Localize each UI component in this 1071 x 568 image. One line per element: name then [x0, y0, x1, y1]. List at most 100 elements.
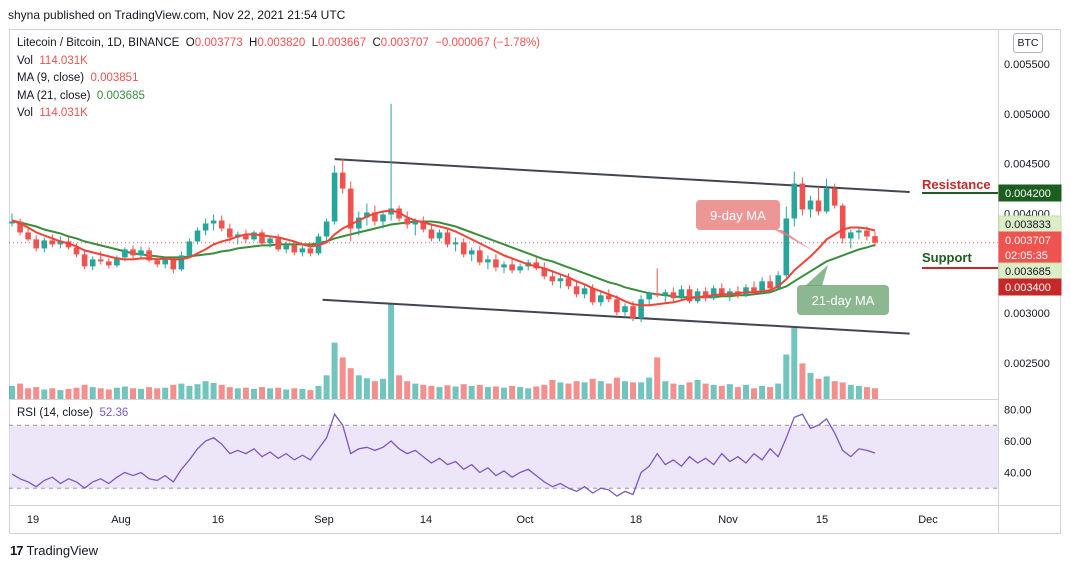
candle-body	[114, 257, 120, 266]
ma21-row: MA (21, close) 0.003685	[17, 88, 540, 106]
volume-bar	[726, 384, 733, 399]
main-legend: Litecoin / Bitcoin, 1D, BINANCE O0.00377…	[17, 35, 540, 123]
time-tick-label: 18	[630, 514, 642, 526]
volume-row-2: Vol 114.031K	[17, 105, 540, 123]
ma9-value: 0.003851	[90, 72, 139, 84]
pane-separator[interactable]	[9, 399, 998, 400]
volume-bar	[323, 375, 330, 400]
volume-bar	[460, 384, 467, 399]
candle-body	[347, 188, 354, 229]
volume-bar	[17, 383, 24, 399]
candle-body	[468, 250, 475, 255]
volume-bar	[662, 381, 669, 399]
volume-bar	[347, 368, 354, 399]
rsi-tick-label: 40.00	[1004, 467, 1032, 479]
currency-badge[interactable]: BTC	[1013, 33, 1043, 53]
footer-brand[interactable]: TradingView	[26, 543, 99, 558]
volume-bar	[581, 382, 588, 399]
rsi-label: RSI (14, close)	[17, 407, 94, 419]
candle-body	[420, 221, 427, 230]
close-value: 0.003707	[380, 37, 429, 49]
volume-bar	[57, 390, 64, 399]
volume-bar	[73, 387, 80, 399]
high-label: H	[249, 37, 258, 49]
candle-body	[517, 266, 523, 271]
volume-bar	[541, 384, 548, 400]
candle-body	[719, 288, 725, 296]
candle-body	[856, 230, 862, 233]
time-tick-label: 15	[816, 514, 828, 526]
upper-channel-line	[334, 158, 910, 194]
time-tick-label: Dec	[918, 514, 938, 526]
candle-body	[138, 250, 144, 256]
volume-bar	[622, 381, 628, 399]
candle-body	[767, 281, 773, 289]
volume-bar	[646, 377, 653, 399]
volume-bar	[767, 387, 774, 399]
ma21-line	[11, 219, 876, 299]
candle-body	[97, 259, 104, 262]
volume-bar	[242, 387, 249, 399]
tradingview-logo-icon: 17	[10, 543, 24, 558]
high-value: 0.003820	[257, 37, 306, 49]
candle-body	[444, 232, 451, 245]
volume-bar	[251, 388, 257, 399]
candle-body	[815, 200, 822, 212]
volume-bar	[565, 383, 572, 399]
candle-body	[251, 232, 257, 240]
candle-body	[89, 259, 96, 267]
volume-bar	[694, 380, 701, 399]
rsi-tick-label: 60.00	[1004, 436, 1032, 448]
volume-bar	[799, 363, 806, 399]
candle-body	[154, 260, 160, 265]
volume-bar	[113, 387, 120, 399]
candle-body	[33, 239, 39, 249]
candle-body	[872, 236, 878, 243]
candle-body	[573, 286, 580, 295]
volume-bar	[331, 342, 338, 399]
low-label: L	[311, 37, 319, 49]
volume-bar	[105, 389, 112, 399]
candle-body	[759, 281, 765, 293]
volume-bar	[65, 388, 72, 399]
resistance-label: Resistance	[922, 177, 991, 192]
candle-body	[331, 172, 338, 222]
ma9-callout-pointer	[775, 230, 812, 250]
candle-body	[775, 275, 781, 289]
support-price-badge-box	[998, 278, 1062, 296]
time-tick-label: Nov	[718, 514, 738, 526]
volume-bar	[138, 388, 144, 399]
candle-body	[614, 299, 620, 313]
volume-bar	[194, 384, 201, 399]
candle-body	[654, 293, 660, 296]
time-tick-label: 14	[420, 514, 432, 526]
volume-bar	[630, 382, 636, 399]
candle-body	[106, 261, 112, 266]
candle-body	[638, 299, 644, 319]
candle-body	[751, 287, 757, 293]
rsi-tick-label: 80.00	[1004, 404, 1032, 416]
candle-body	[41, 240, 48, 249]
resistance-price-badge: 0.004200	[1005, 188, 1051, 200]
price-tick-label: 0.002500	[1004, 358, 1050, 370]
volume-bar	[388, 304, 395, 399]
candle-body	[791, 183, 798, 219]
volume-bar	[589, 378, 596, 399]
candle-body	[275, 238, 281, 250]
volume-bar	[783, 354, 790, 399]
volume-bar	[396, 375, 403, 400]
candle-body	[412, 221, 419, 225]
candle-body	[17, 221, 23, 233]
candle-body	[73, 247, 80, 255]
volume-bar	[81, 384, 88, 400]
candle-body	[452, 242, 459, 245]
ma9-callout-label: 9-day MA	[710, 208, 766, 223]
ma21-callout-box	[797, 285, 889, 315]
ohlc-row: Litecoin / Bitcoin, 1D, BINANCE O0.00377…	[17, 35, 540, 53]
candle-body	[25, 232, 31, 240]
volume-bar	[549, 380, 556, 399]
price-tick-label: 0.003000	[1004, 308, 1050, 320]
volume-bar	[759, 385, 766, 399]
candle-body	[146, 250, 152, 261]
